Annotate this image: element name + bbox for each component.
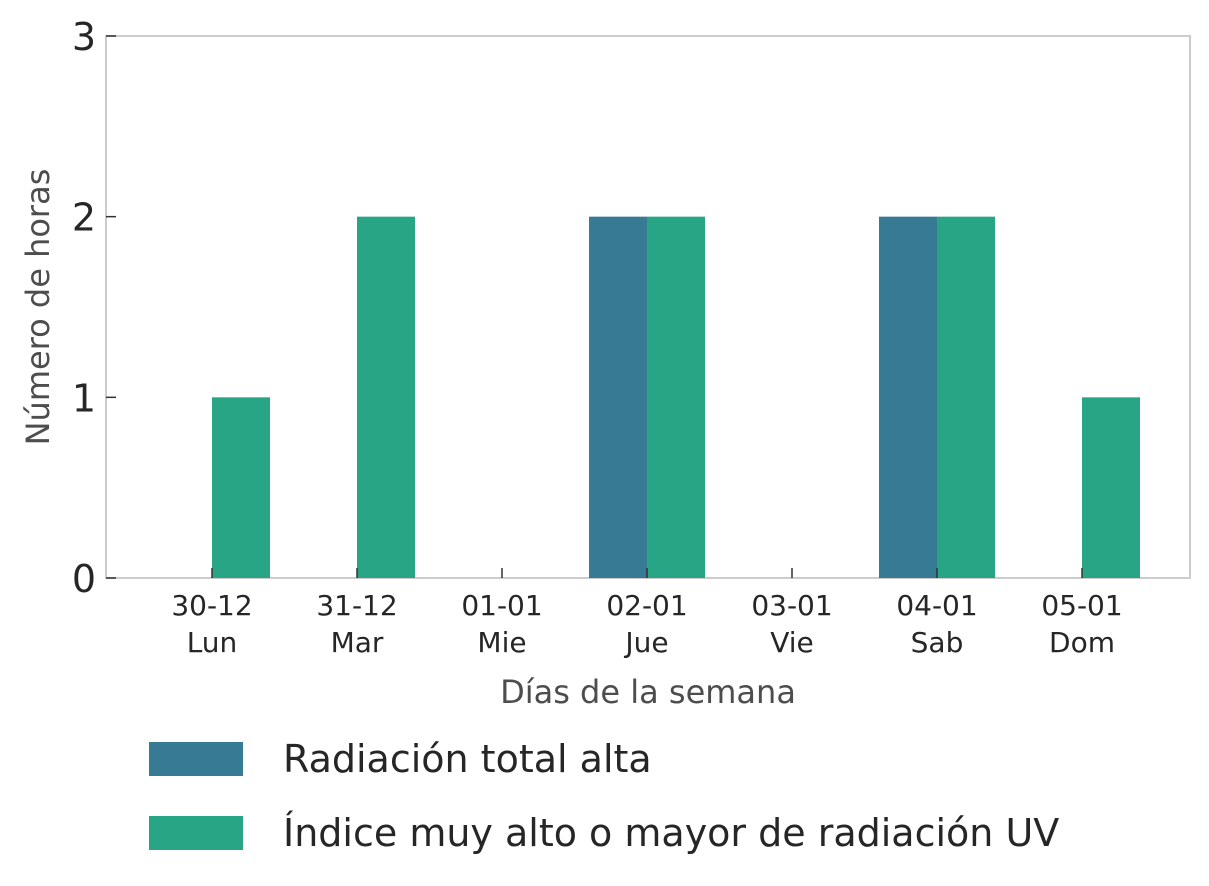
x-tick-label-day: Dom (1049, 626, 1115, 659)
bar-series-2-sab (937, 216, 995, 578)
x-tick-label-date: 31-12 (316, 589, 397, 622)
x-axis-ticks: 30-12 Lun 31-12 Mar 01-01 Mie 02-01 Jue 03-01 Vie… (171, 568, 1123, 659)
bar-series-1-jue (589, 216, 647, 578)
y-tick-label: 3 (72, 15, 96, 59)
x-tick-label-day: Mar (331, 626, 384, 659)
x-tick-label-date: 01-01 (461, 589, 542, 622)
y-tick-label: 0 (72, 557, 96, 601)
legend: Radiación total alta Índice muy alto o m… (149, 722, 1059, 870)
y-tick-label: 2 (72, 196, 96, 240)
x-tick-label-day: Sab (911, 626, 964, 659)
x-tick-label-date: 04-01 (896, 589, 977, 622)
bar-series-2-jue (647, 216, 705, 578)
bar-series-2-lun (212, 397, 270, 578)
legend-label-series-2: Índice muy alto o mayor de radiación UV (283, 811, 1060, 855)
legend-swatch-series-2 (149, 816, 243, 850)
x-tick-label-date: 02-01 (606, 589, 687, 622)
x-tick-label-date: 05-01 (1041, 589, 1122, 622)
bar-series-2-mar (357, 216, 415, 578)
x-tick-label-day: Jue (623, 626, 668, 659)
x-tick-label-date: 30-12 (171, 589, 252, 622)
bar-series-2-dom (1082, 397, 1140, 578)
y-tick-label: 1 (72, 376, 96, 420)
legend-item-series-2: Índice muy alto o mayor de radiación UV (149, 796, 1059, 870)
x-tick-label-day: Lun (187, 626, 238, 659)
legend-item-series-1: Radiación total alta (149, 722, 1059, 796)
legend-swatch-series-1 (149, 742, 243, 776)
bars (212, 216, 1140, 578)
y-axis-title: Número de horas (19, 169, 57, 446)
x-axis-title: Días de la semana (500, 673, 796, 711)
x-tick-label-date: 03-01 (751, 589, 832, 622)
x-tick-label-day: Mie (477, 626, 526, 659)
bar-series-1-sab (879, 216, 937, 578)
y-axis-ticks: 0 1 2 3 (72, 15, 116, 601)
legend-label-series-1: Radiación total alta (283, 737, 652, 781)
x-tick-label-day: Vie (770, 626, 814, 659)
